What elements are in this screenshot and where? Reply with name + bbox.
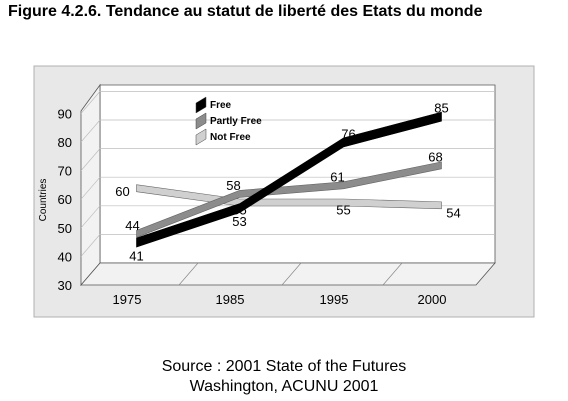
y-tick-label: 70 [58, 164, 72, 179]
source-line-1: Source : 2001 State of the Futures [161, 358, 407, 375]
gridline-side [80, 119, 101, 143]
data-label: 58 [226, 178, 240, 193]
data-labels: 41 53 76 85 44 58 61 68 60 55 55 54 [115, 101, 460, 264]
legend-label: Free [210, 100, 232, 111]
floor-divider [382, 262, 403, 286]
legend-swatch [195, 128, 207, 146]
series-ribbon-not-free [136, 184, 442, 210]
x-axis-ticks: 1975 1985 1995 2000 [113, 292, 447, 307]
source-note: Source : 2001 State of the Futures Washi… [0, 357, 568, 397]
data-label: 53 [232, 214, 246, 229]
y-tick-label: 40 [58, 249, 72, 264]
series-ribbon-free [136, 111, 442, 248]
floor-divider [178, 262, 199, 286]
y-tick-label: 80 [58, 135, 72, 150]
figure-title: Figure 4.2.6. Tendance au statut de libe… [8, 3, 483, 20]
floor-dividers [178, 262, 403, 286]
data-label: 54 [446, 205, 460, 220]
gridline-side [80, 148, 101, 171]
y-tick-label: 60 [58, 192, 72, 207]
data-label: 68 [428, 149, 442, 164]
data-label: 55 [336, 203, 350, 218]
data-label: 60 [115, 184, 129, 199]
gridline-side [80, 91, 101, 114]
legend-label: Not Free [210, 132, 251, 143]
x-tick-label: 1985 [216, 292, 245, 307]
gridline-side [80, 234, 101, 257]
data-label: 41 [129, 249, 143, 264]
x-tick-label: 2000 [418, 292, 447, 307]
floor-divider [281, 262, 302, 286]
plot-floor [80, 262, 496, 286]
legend-label: Partly Free [210, 116, 262, 127]
legend: Free Partly Free Not Free [195, 96, 262, 146]
gridline-side [80, 176, 101, 200]
chart: 30 40 50 60 70 80 90 1975 1985 1995 2000 Countrie… [33, 65, 535, 318]
data-label: 85 [434, 101, 448, 116]
x-tick-label: 1975 [113, 292, 142, 307]
plot-side-wall [80, 83, 101, 287]
x-tick-label: 1995 [320, 292, 349, 307]
data-label: 44 [125, 218, 139, 233]
y-axis-ticks: 30 40 50 60 70 80 90 [58, 106, 72, 293]
y-axis-label: Countries [38, 179, 49, 222]
y-tick-label: 30 [58, 278, 72, 293]
data-label: 61 [330, 169, 344, 184]
y-tick-label: 50 [58, 221, 72, 236]
data-label: 55 [232, 203, 246, 218]
series-layer [136, 111, 442, 248]
source-line-2: Washington, ACUNU 2001 [189, 378, 379, 395]
gridline-side [80, 205, 101, 229]
legend-swatch [195, 112, 207, 130]
legend-swatch [195, 96, 207, 114]
y-tick-label: 90 [58, 106, 72, 121]
data-label: 76 [341, 126, 355, 141]
